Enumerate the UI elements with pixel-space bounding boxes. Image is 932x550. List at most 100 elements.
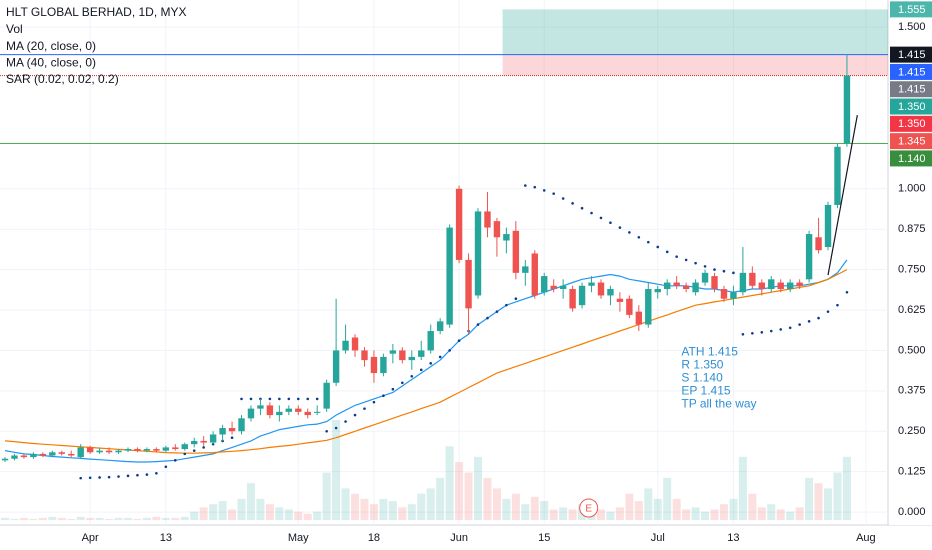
candle-body [541,276,548,293]
volume-bar [719,504,728,520]
position-loss [502,54,888,76]
candle-body [607,289,614,296]
x-tick-label: Aug [856,532,876,544]
volume-bar [767,504,776,520]
candle-body [380,356,387,374]
sar-dot [476,323,480,326]
sar-dot [628,231,631,234]
candle-body [228,428,236,432]
moving-average-line [4,259,848,463]
candle-body [143,449,151,451]
volume-bar [76,516,85,520]
sar-dot [760,331,764,334]
candle-body [323,382,330,409]
candle-body [768,279,775,290]
sar-dot [448,349,451,352]
candle-body [720,289,728,299]
candle-body [654,289,661,293]
sar-dot [826,310,830,313]
volume-bar [786,511,795,520]
price-label-bg [890,81,932,98]
candle-body [219,428,226,435]
candle-body [58,452,65,454]
sar-dot [183,452,187,456]
candle-body [68,453,75,456]
volume-bar [38,517,47,520]
candle-body [124,449,132,451]
volume-bar [152,516,161,520]
candle-body [616,298,624,302]
sar-dot [571,202,574,205]
volume-bar [530,496,539,520]
candle-body [673,282,680,286]
volume-bar [436,477,445,520]
volume-bar [615,507,624,520]
candle-body [834,146,841,205]
candle-body [408,356,415,361]
candle-body [389,350,397,354]
candle-body [711,276,718,290]
volume-bar [190,511,199,520]
candle-body [588,282,595,286]
candle-body [484,211,491,228]
candle-body [474,211,482,296]
annotation-text: EP 1.415 [681,384,730,398]
candle-body [153,449,160,451]
sar-dot [713,268,716,271]
volume-bar [701,511,710,520]
volume-bar [464,472,473,520]
sar-dot [751,331,754,335]
candle-body [304,411,311,416]
volume-bar [228,509,237,520]
volume-bar [426,488,435,520]
sar-dot [656,245,660,249]
volume-bar [833,472,842,520]
volume-bar [682,509,691,520]
candle-body [427,331,434,351]
plot-area: E [0,0,888,525]
candle-body [332,350,340,383]
candle-body [645,289,652,325]
y-tick-label: 0.000 [898,506,926,518]
price-label: 1.415 [898,84,926,96]
candle-body [436,321,444,332]
volume-bar [199,507,208,520]
volume-bar [842,456,851,520]
volume-bar [644,488,653,520]
volume-bar [559,507,568,520]
sar-dot [363,407,366,410]
volume-bar [332,420,341,520]
sar-dot [675,255,678,258]
volume-bar [246,483,255,520]
sar-dot [334,426,338,430]
candle-body [455,188,463,260]
candle-body [313,411,321,413]
candle-body [105,450,113,453]
legend-entry: Vol [6,22,23,36]
candle-body [512,230,520,273]
candle-body [786,282,794,290]
price-label: 1.140 [898,153,926,165]
sar-dot [845,290,849,294]
volume-bar [596,509,605,520]
candle-body [162,447,170,451]
candle-body [361,350,368,361]
x-tick-label: 18 [368,532,380,544]
sar-dot [552,192,555,195]
candle-body [238,418,245,432]
sar-dot [836,303,839,307]
volume-bar [672,498,681,520]
candle-body [86,447,94,453]
candle-body [664,282,671,290]
event-label: E [585,504,592,515]
sar-dot [382,394,385,397]
volume-bar [218,501,227,520]
candle-body [682,285,690,290]
sar-dot [741,332,745,336]
candle-body [815,237,822,251]
sar-dot [429,362,433,365]
x-tick-label: Jul [651,532,665,544]
sar-dot [249,397,253,401]
volume-bar [48,516,57,520]
legend-entry: MA (20, close, 0) [6,39,96,53]
